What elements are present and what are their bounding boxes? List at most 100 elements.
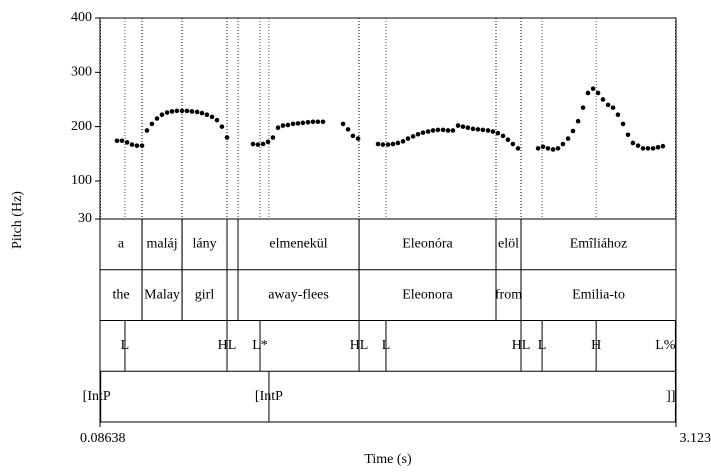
- pitch-point: [155, 116, 160, 121]
- pitch-point: [165, 110, 170, 115]
- interval-label: lány: [192, 237, 216, 252]
- interval-label: maláj: [146, 237, 177, 252]
- pitch-point: [516, 146, 521, 151]
- pitch-point: [341, 122, 346, 127]
- pitch-point: [135, 143, 140, 148]
- pitch-point: [115, 138, 120, 143]
- pitch-point: [180, 109, 185, 114]
- pitch-point: [140, 143, 145, 148]
- pitch-point: [200, 111, 205, 116]
- point-label: L*: [252, 338, 268, 353]
- pitch-point: [416, 132, 421, 137]
- pitch-point: [471, 127, 476, 132]
- interval-label: the: [112, 287, 129, 302]
- pitch-point: [311, 119, 316, 124]
- interval-label: Eleonora: [402, 287, 453, 302]
- pitch-point: [271, 135, 276, 140]
- interval-label: elöl: [498, 237, 519, 252]
- pitch-point: [296, 121, 301, 126]
- pitch-point: [556, 146, 561, 151]
- pitch-point: [436, 128, 441, 133]
- point-label: L: [538, 338, 547, 353]
- pitch-point: [491, 129, 496, 134]
- point-label: L: [382, 338, 391, 353]
- pitch-point: [316, 119, 321, 124]
- point-label: [IntP: [83, 389, 111, 404]
- pitch-point: [501, 134, 506, 139]
- pitch-point: [511, 142, 516, 147]
- y-tick-label: 100: [71, 173, 92, 188]
- pitch-point: [636, 143, 641, 148]
- pitch-point: [346, 127, 351, 132]
- y-tick-label: 400: [71, 10, 92, 25]
- pitch-point: [175, 109, 180, 114]
- pitch-point: [160, 112, 165, 117]
- interval-label: a: [118, 237, 125, 252]
- interval-label: away-flees: [268, 287, 329, 302]
- pitch-point: [401, 139, 406, 144]
- pitch-point: [396, 141, 401, 146]
- pitch-point: [251, 142, 256, 147]
- pitch-point: [306, 120, 311, 125]
- pitch-point: [321, 119, 326, 124]
- pitch-point: [185, 109, 190, 114]
- pitch-point: [486, 128, 491, 133]
- y-axis-label: Pitch (Hz): [10, 191, 25, 249]
- pitch-point: [446, 128, 451, 133]
- pitch-point: [641, 146, 646, 151]
- pitch-point: [621, 122, 626, 127]
- point-label: L: [121, 338, 130, 353]
- pitch-point: [411, 134, 416, 139]
- point-label: [IntP: [255, 389, 283, 404]
- pitch-point: [506, 137, 511, 142]
- pitch-point: [646, 146, 651, 151]
- pitch-point: [616, 112, 621, 117]
- pitch-point: [456, 123, 461, 128]
- pitch-point: [541, 144, 546, 149]
- pitch-point: [596, 91, 601, 96]
- pitch-point: [661, 144, 666, 149]
- pitch-point: [125, 140, 130, 145]
- interval-label: Eleonóra: [402, 237, 453, 252]
- pitch-point: [205, 112, 210, 117]
- pitch-point: [256, 142, 261, 147]
- pitch-point: [441, 128, 446, 133]
- pitch-point: [461, 124, 466, 129]
- x-tick-label: 3.123: [680, 431, 711, 446]
- pitch-point: [496, 131, 501, 136]
- pitch-point: [391, 142, 396, 147]
- interval-label: girl: [195, 287, 215, 302]
- interval-label: Malay: [144, 287, 180, 302]
- pitch-point: [576, 119, 581, 124]
- pitch-point: [286, 123, 291, 128]
- pitch-point: [606, 103, 611, 108]
- interval-label: Emilia-to: [572, 287, 625, 302]
- pitch-point: [145, 128, 150, 133]
- point-label: HL: [350, 338, 369, 353]
- pitch-point: [426, 129, 431, 134]
- pitch-point: [261, 142, 266, 147]
- pitch-point: [281, 123, 286, 128]
- pitch-point: [266, 140, 271, 145]
- point-label: L%: [655, 338, 676, 353]
- pitch-point: [356, 136, 361, 141]
- pitch-point: [481, 128, 486, 133]
- pitch-point: [210, 115, 215, 120]
- pitch-point: [451, 128, 456, 133]
- pitch-point: [220, 124, 225, 129]
- pitch-point: [626, 132, 631, 137]
- pitch-point: [195, 110, 200, 115]
- pitch-point: [386, 142, 391, 147]
- pitch-point: [561, 142, 566, 147]
- pitch-point: [276, 125, 281, 130]
- point-label: H: [591, 338, 601, 353]
- interval-label: from: [495, 287, 522, 302]
- pitch-point: [601, 97, 606, 102]
- pitch-point: [476, 127, 481, 132]
- x-axis-label: Time (s): [364, 452, 412, 467]
- frame: [100, 18, 676, 422]
- interval-label: elmenekül: [269, 237, 327, 252]
- pitch-point: [291, 122, 296, 127]
- point-label: HL: [512, 338, 531, 353]
